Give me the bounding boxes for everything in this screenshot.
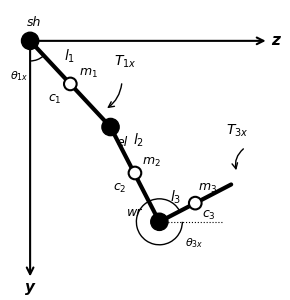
Circle shape <box>64 78 77 90</box>
Text: $c_3$: $c_3$ <box>202 209 216 222</box>
Circle shape <box>129 167 141 179</box>
Text: $l_2$: $l_2$ <box>133 132 144 149</box>
Circle shape <box>102 118 119 136</box>
Text: $c_2$: $c_2$ <box>113 182 126 195</box>
Text: $m_3$: $m_3$ <box>198 182 217 194</box>
Text: z: z <box>271 33 280 48</box>
Text: $\theta_{1x}$: $\theta_{1x}$ <box>10 70 28 83</box>
Text: $\theta_{3x}$: $\theta_{3x}$ <box>185 236 204 250</box>
Text: $T_{3x}$: $T_{3x}$ <box>226 122 248 139</box>
Circle shape <box>151 213 168 230</box>
Text: y: y <box>25 280 35 296</box>
Text: $l_3$: $l_3$ <box>170 189 181 206</box>
Text: $T_{1x}$: $T_{1x}$ <box>114 53 136 70</box>
Text: $m_2$: $m_2$ <box>142 156 161 169</box>
Text: $c_1$: $c_1$ <box>48 93 62 106</box>
Circle shape <box>21 32 39 50</box>
Text: $m_1$: $m_1$ <box>79 67 98 80</box>
Circle shape <box>189 197 202 209</box>
Text: $l_1$: $l_1$ <box>64 47 75 65</box>
Text: el: el <box>116 136 128 148</box>
Text: wr: wr <box>127 206 142 219</box>
Text: sh: sh <box>27 16 41 29</box>
